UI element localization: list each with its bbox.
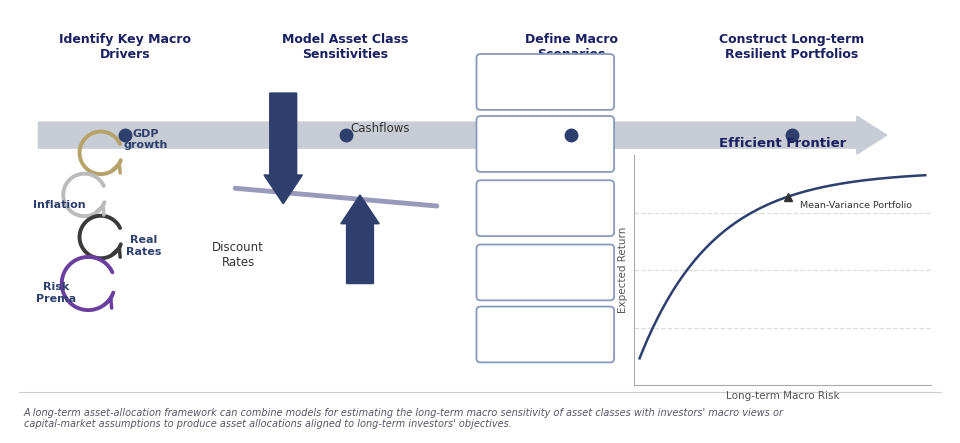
- Text: Mean-Variance Portfolio: Mean-Variance Portfolio: [801, 201, 912, 210]
- Text: Demand Shock: Demand Shock: [496, 75, 594, 89]
- Text: Cashflows: Cashflows: [350, 122, 410, 135]
- X-axis label: Long-term Macro Risk: Long-term Macro Risk: [726, 391, 839, 401]
- Text: Identify Key Macro
Drivers: Identify Key Macro Drivers: [59, 32, 191, 61]
- Text: Define Macro
Scenarios: Define Macro Scenarios: [525, 32, 617, 61]
- Y-axis label: Expected Return: Expected Return: [618, 227, 628, 313]
- FancyBboxPatch shape: [476, 245, 614, 300]
- FancyBboxPatch shape: [476, 116, 614, 172]
- Text: Real Rate
Shock: Real Rate Shock: [514, 320, 577, 349]
- Text: Policy/Inflation
Shock: Policy/Inflation Shock: [495, 194, 595, 222]
- FancyBboxPatch shape: [476, 180, 614, 236]
- Text: Risk
Prema: Risk Prema: [36, 283, 76, 304]
- FancyBboxPatch shape: [476, 307, 614, 362]
- Text: Construct Long-term
Resilient Portfolios: Construct Long-term Resilient Portfolios: [719, 32, 865, 61]
- Text: Supply Shock: Supply Shock: [501, 137, 589, 151]
- FancyBboxPatch shape: [476, 54, 614, 110]
- Title: Efficient Frontier: Efficient Frontier: [719, 137, 846, 150]
- Text: Real
Rates: Real Rates: [127, 235, 161, 256]
- Text: Discount
Rates: Discount Rates: [212, 241, 264, 269]
- Text: Trend Growth
Shock: Trend Growth Shock: [500, 258, 590, 287]
- FancyArrow shape: [38, 116, 887, 154]
- Text: GDP
growth: GDP growth: [124, 129, 168, 150]
- Text: A long-term asset-allocation framework can combine models for estimating the lon: A long-term asset-allocation framework c…: [24, 408, 784, 429]
- FancyArrow shape: [341, 195, 379, 284]
- FancyArrow shape: [264, 93, 302, 204]
- Text: Model Asset Class
Sensitivities: Model Asset Class Sensitivities: [282, 32, 409, 61]
- Text: Inflation: Inflation: [34, 200, 85, 210]
